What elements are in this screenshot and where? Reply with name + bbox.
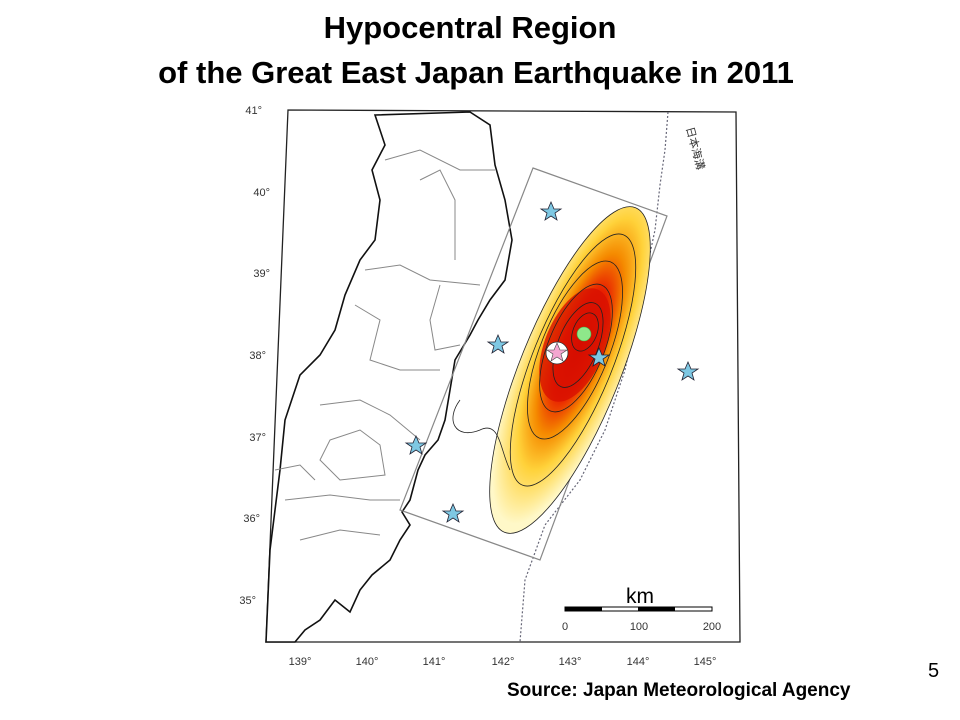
lon-label: 143° bbox=[559, 656, 582, 668]
lon-label: 144° bbox=[627, 656, 650, 668]
lon-label: 141° bbox=[423, 656, 446, 668]
lat-label: 39° bbox=[253, 268, 270, 280]
honshu-coastline bbox=[265, 111, 513, 643]
scale-label: 0 bbox=[562, 621, 568, 633]
lat-label: 40° bbox=[253, 187, 270, 199]
lat-label: 37° bbox=[249, 432, 266, 444]
lat-label: 38° bbox=[249, 350, 266, 362]
epicenter-star-icon bbox=[546, 342, 568, 362]
latitude-labels: 41° 40° 39° 38° 37° 36° 35° bbox=[239, 105, 270, 607]
source-credit: Source: Japan Meteorological Agency bbox=[507, 680, 851, 701]
slide-title-line2: of the Great East Japan Earthquake in 20… bbox=[158, 55, 794, 90]
slip-distribution bbox=[452, 206, 651, 534]
station-star-icon bbox=[486, 333, 510, 354]
longitude-labels: 139° 140° 141° 142° 143° 144° 145° bbox=[289, 656, 717, 668]
fault-model-rectangle bbox=[399, 167, 668, 561]
station-star-icon bbox=[404, 434, 428, 455]
station-star-icon bbox=[441, 502, 465, 523]
slide-title-line1: Hypocentral Region bbox=[323, 10, 617, 45]
lon-label: 139° bbox=[289, 656, 312, 668]
scale-label: 100 bbox=[630, 621, 648, 633]
japan-trench-line bbox=[519, 111, 669, 643]
lon-label: 145° bbox=[694, 656, 717, 668]
lon-label: 142° bbox=[492, 656, 515, 668]
page-number: 5 bbox=[928, 660, 940, 682]
station-stars bbox=[404, 200, 700, 523]
prefecture-borders bbox=[274, 149, 495, 541]
scale-unit: km bbox=[626, 585, 654, 608]
centroid-marker bbox=[576, 326, 592, 342]
lat-label: 36° bbox=[243, 513, 260, 525]
scale-label: 200 bbox=[703, 621, 721, 633]
lat-label: 41° bbox=[245, 105, 262, 117]
station-star-icon bbox=[539, 200, 563, 221]
station-star-icon bbox=[587, 346, 611, 367]
station-star-icon bbox=[676, 360, 700, 381]
scale-bar: km 0 100 200 bbox=[562, 585, 721, 633]
lon-label: 140° bbox=[356, 656, 379, 668]
lat-label: 35° bbox=[239, 595, 256, 607]
